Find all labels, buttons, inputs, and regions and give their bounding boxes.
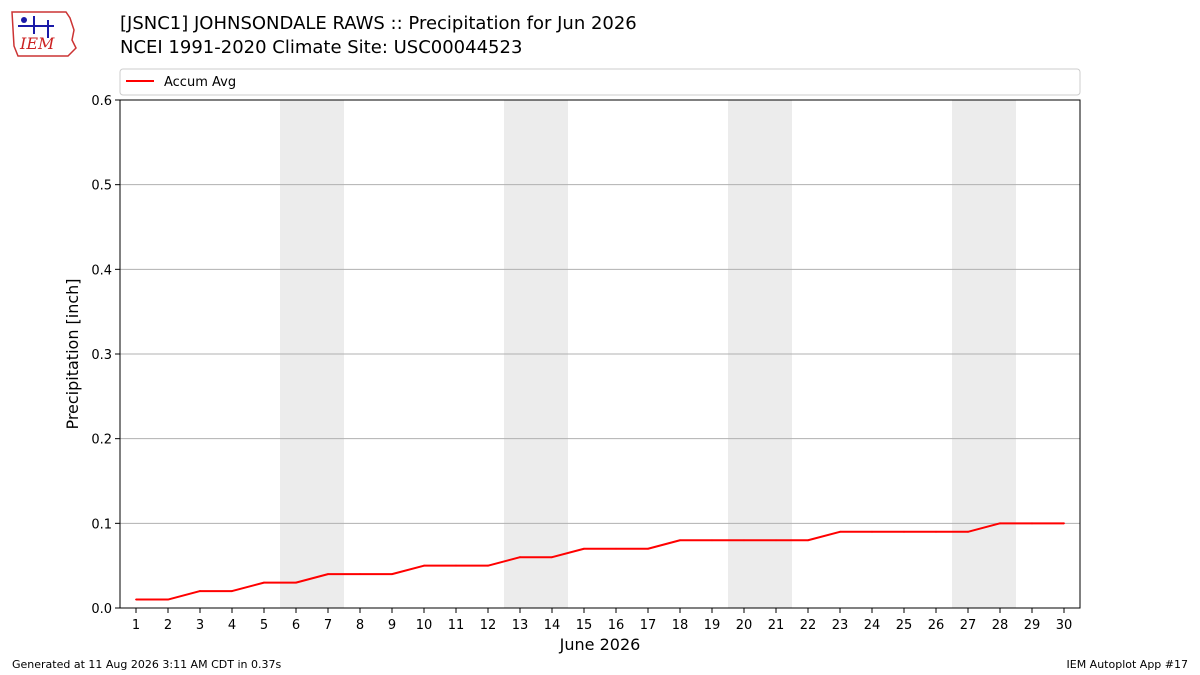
data-point [231,590,233,592]
x-tick-label: 15 [576,618,593,633]
data-point [423,564,425,567]
x-tick-label: 9 [388,618,396,633]
x-tick-label: 20 [736,618,753,633]
data-point [775,539,777,542]
x-tick-label: 26 [928,618,945,633]
data-point [871,530,873,533]
x-tick-label: 16 [608,618,625,633]
data-point [135,598,137,601]
data-point [679,539,681,542]
x-tick-label: 21 [768,618,785,633]
data-point [359,573,361,576]
x-tick-label: 10 [416,618,433,633]
gridlines [120,184,1080,524]
data-point [647,547,649,550]
data-point [295,581,297,584]
data-point [551,556,553,559]
x-tick-label: 23 [832,618,849,633]
x-tick-label: 11 [448,618,465,633]
y-tick-label: 0.4 [91,263,112,278]
y-tick-label: 0.6 [91,94,112,109]
data-point [583,547,585,550]
x-tick-label: 19 [704,618,721,633]
x-tick-label: 4 [228,618,236,633]
x-tick-label: 17 [640,618,657,633]
x-tick-label: 22 [800,618,817,633]
x-tick-label: 5 [260,618,268,633]
y-axis-label: Precipitation [inch] [63,278,82,429]
data-point [327,573,329,576]
data-point [199,590,201,592]
data-point [167,598,169,601]
iem-logo: IEM [11,11,77,57]
x-tick-label: 25 [896,618,913,633]
logo-text: IEM [19,34,55,53]
y-tick-label: 0.0 [91,602,112,617]
y-tick-label: 0.3 [91,348,112,363]
x-tick-label: 13 [512,618,529,633]
x-tick-label: 14 [544,618,561,633]
x-axis: 1 2 3 4 5 6 7 8 9 10 11 12 13 14 15 16 17 18 19 20 21 22 23 24 2… [132,608,1072,633]
data-point [455,564,457,567]
x-tick-label: 1 [132,618,140,633]
data-point [263,581,265,584]
chart-title: [JSNC1] JOHNSONDALE RAWS :: Precipitatio… [120,13,637,34]
y-axis: 0.0 0.1 0.2 0.3 0.4 0.5 0.6 [91,94,120,617]
data-point [743,539,745,542]
series-layer [135,522,1065,601]
data-point [967,530,969,533]
x-tick-label: 24 [864,618,881,633]
footer-app: IEM Autoplot App #17 [1066,658,1189,671]
data-point [615,547,617,550]
data-point [807,539,809,542]
x-tick-label: 8 [356,618,364,633]
legend-label: Accum Avg [164,75,236,90]
data-point [711,539,713,542]
data-point [519,556,521,559]
footer-generated: Generated at 11 Aug 2026 3:11 AM CDT in … [12,658,282,671]
data-point [1063,522,1065,525]
y-tick-label: 0.1 [91,517,112,532]
x-tick-label: 3 [196,618,204,633]
x-tick-label: 30 [1056,618,1073,633]
x-tick-label: 12 [480,618,497,633]
y-tick-label: 0.5 [91,179,112,194]
x-tick-label: 18 [672,618,689,633]
data-point [999,522,1001,525]
series-line-accum-avg [136,522,1064,601]
x-tick-label: 29 [1024,618,1041,633]
data-point [903,530,905,533]
y-tick-label: 0.2 [91,433,112,448]
x-tick-label: 2 [164,618,172,633]
data-point [487,564,489,567]
chart-subtitle: NCEI 1991-2020 Climate Site: USC00044523 [120,37,523,58]
x-axis-label: June 2026 [559,635,641,654]
legend: Accum Avg [119,68,1081,96]
x-tick-label: 6 [292,618,300,633]
x-tick-label: 27 [960,618,977,633]
x-tick-label: 7 [324,618,332,633]
data-point [1031,522,1033,525]
x-tick-label: 28 [992,618,1009,633]
data-point [391,573,393,576]
iowa-outline-icon [11,11,77,57]
data-point [839,530,841,533]
data-point [935,530,937,533]
